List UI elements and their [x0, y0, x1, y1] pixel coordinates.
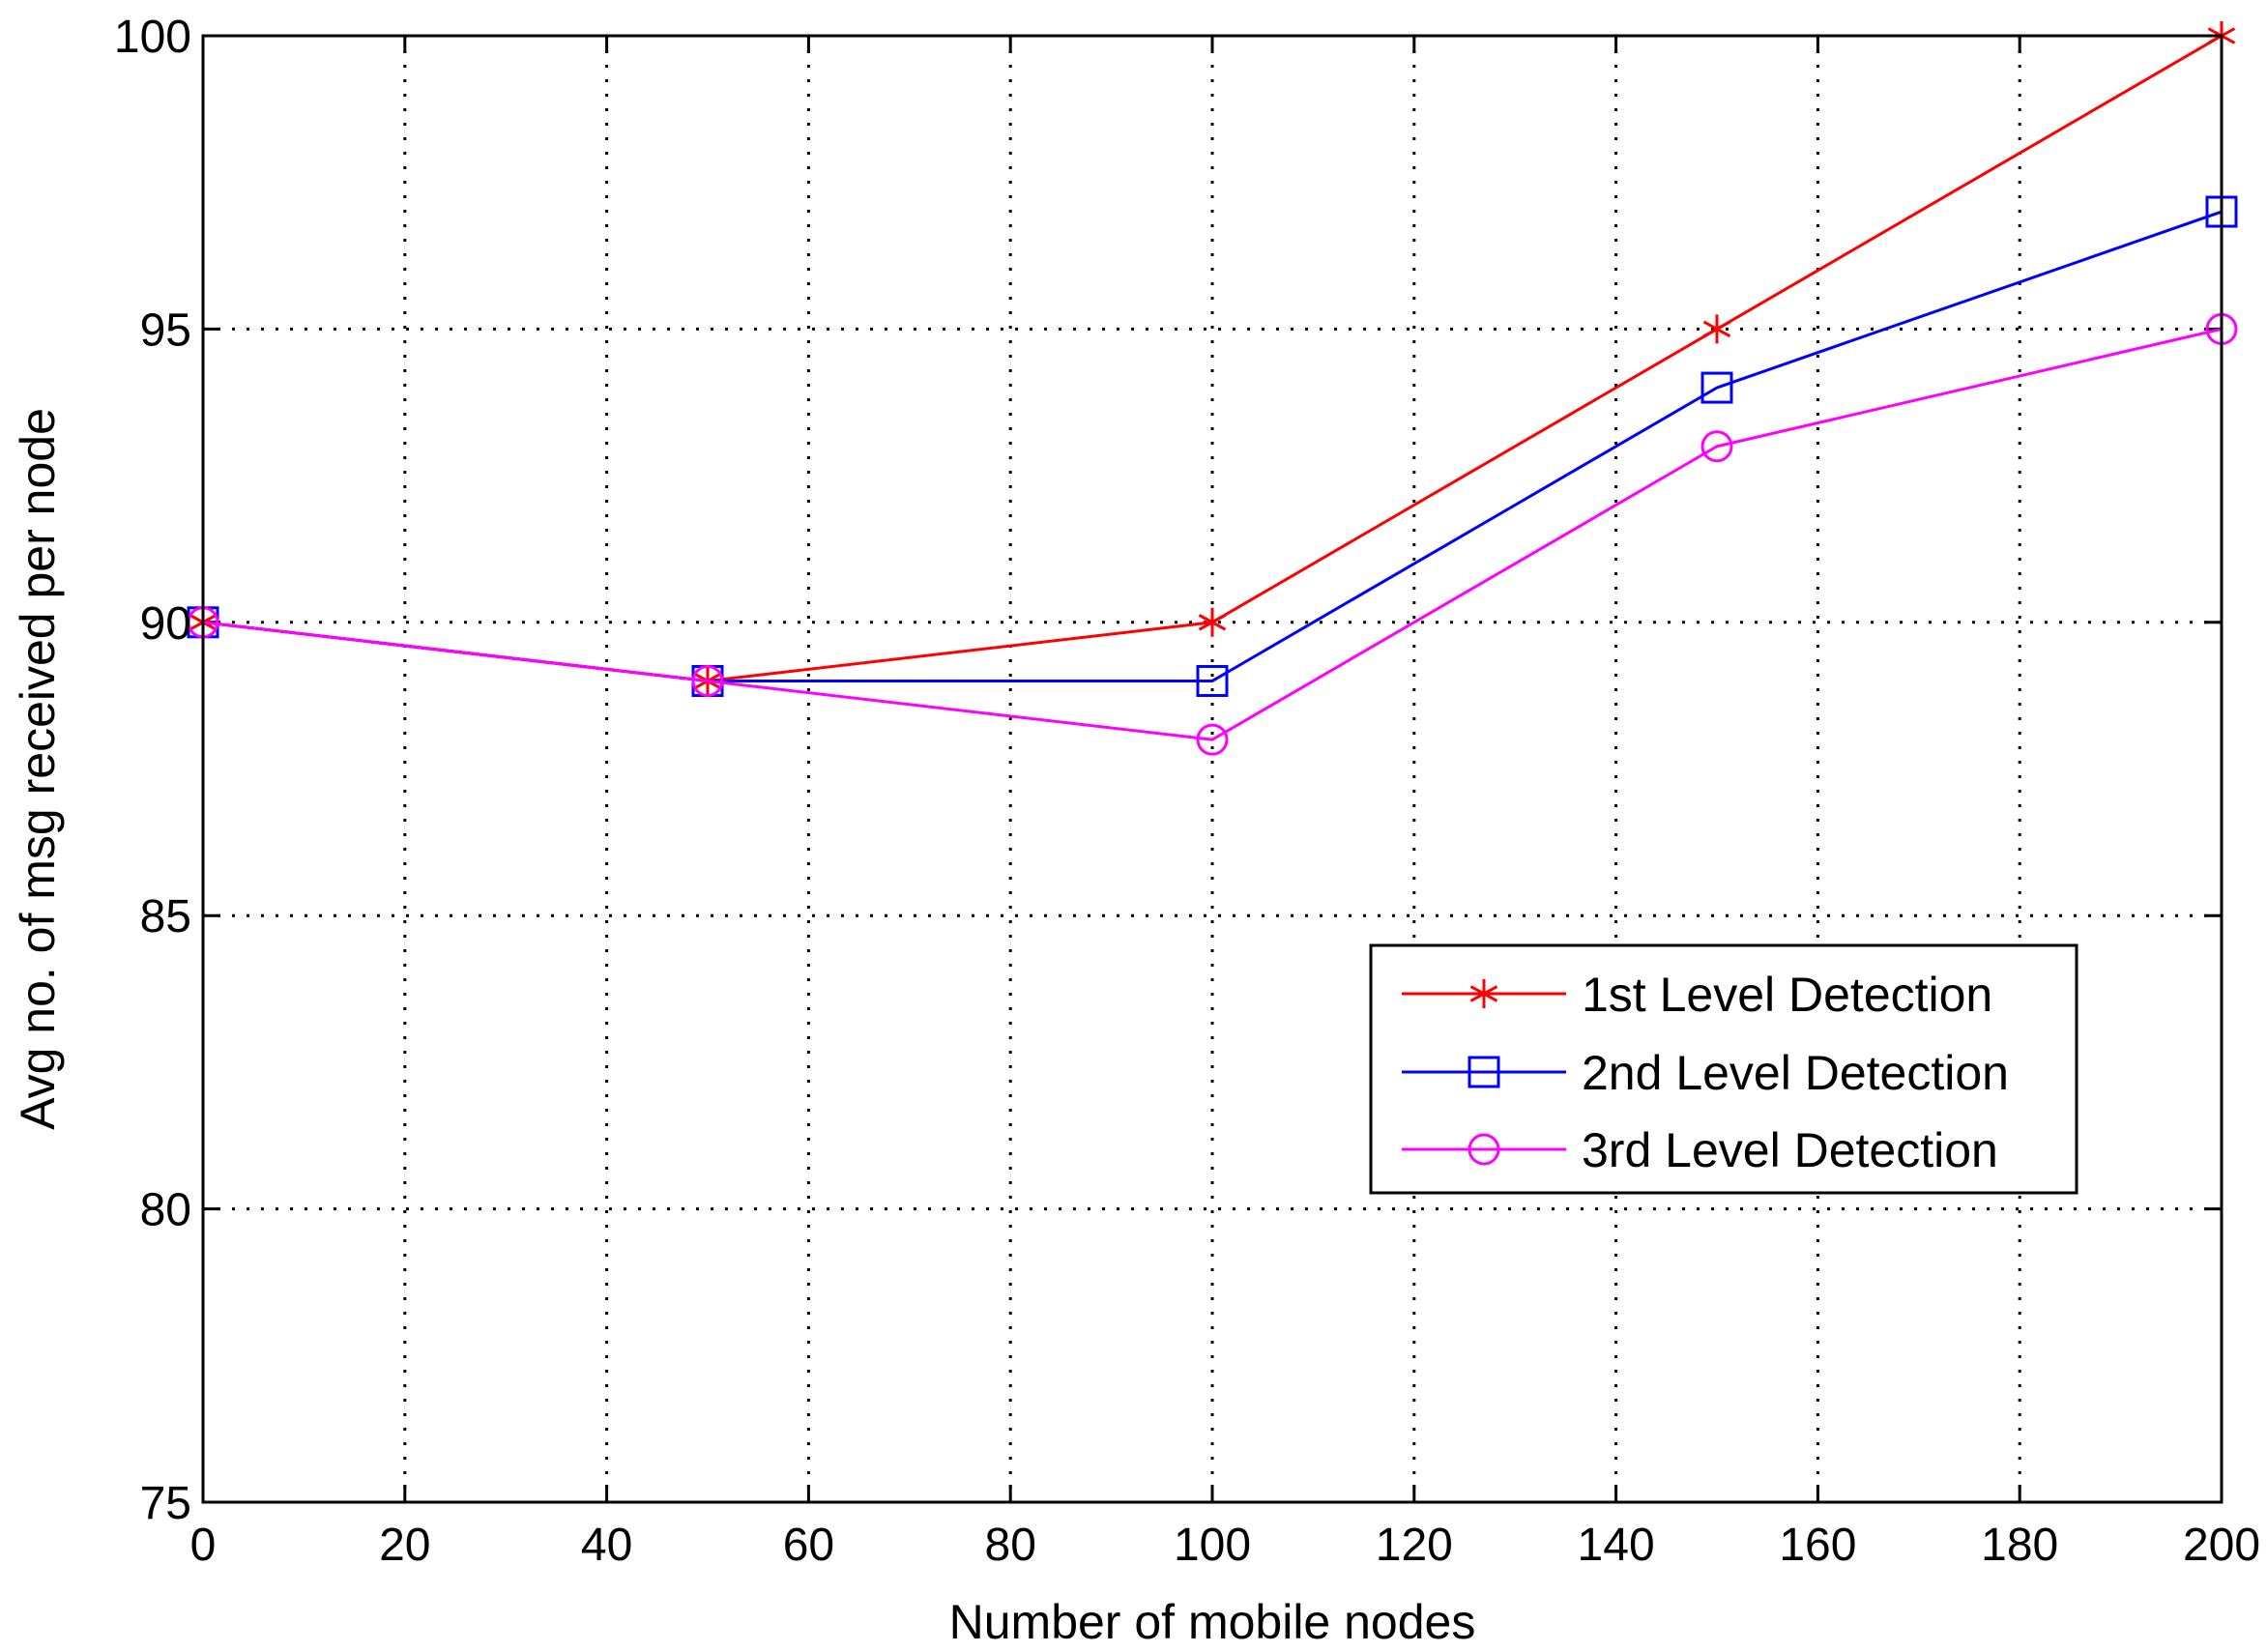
- data-point: [1196, 664, 1229, 697]
- data-point: [1700, 371, 1733, 404]
- asterisk-stroke: [1198, 607, 1227, 637]
- data-point: [1198, 607, 1227, 637]
- legend-marker: [1468, 1056, 1500, 1088]
- data-point: [691, 664, 724, 697]
- plot-frame: [201, 34, 2223, 1504]
- data-point: [1700, 430, 1733, 463]
- series-line: [202, 327, 2223, 741]
- legend-label: 2nd Level Detection: [1582, 1046, 2009, 1100]
- x-tick-label: 0: [190, 1520, 217, 1571]
- x-tick-label: 60: [783, 1520, 834, 1571]
- y-tick-label: 75: [140, 1478, 191, 1529]
- x-tick-label: 80: [985, 1520, 1036, 1571]
- y-tick-label: 80: [140, 1185, 191, 1236]
- legend-box: [1369, 943, 2078, 1195]
- y-tick-label: 90: [140, 598, 191, 650]
- x-tick-label: 40: [581, 1520, 632, 1571]
- tick-labels: 0 20 40 60 80 100 120 140 160 180 200 75 80 85 90 95 100: [114, 12, 2260, 1571]
- x-tick-label: 100: [1174, 1520, 1251, 1571]
- legend-marker: [1468, 1133, 1500, 1166]
- legend-item: 1st Level Detection: [1402, 968, 1992, 1022]
- x-tick-label: 20: [379, 1520, 430, 1571]
- asterisk-stroke: [1469, 979, 1498, 1008]
- x-axis-label: Number of mobile nodes: [949, 1595, 1476, 1649]
- x-tick-label: 140: [1578, 1520, 1655, 1571]
- legend-marker: [1469, 979, 1498, 1008]
- x-tick-label: 180: [1981, 1520, 2058, 1571]
- x-tick-label: 120: [1376, 1520, 1453, 1571]
- x-tick-label: 160: [1779, 1520, 1856, 1571]
- data-point: [1702, 314, 1731, 344]
- legend-item: 3rd Level Detection: [1402, 1123, 1998, 1177]
- x-tick-label: 200: [2183, 1520, 2260, 1571]
- y-axis-label: Avg no. of msg received per node: [11, 408, 65, 1130]
- y-tick-label: 85: [140, 891, 191, 942]
- legend-item: 2nd Level Detection: [1402, 1046, 2009, 1100]
- asterisk-stroke: [1702, 314, 1731, 344]
- legend-label: 3rd Level Detection: [1582, 1123, 1998, 1177]
- legend: 1st Level Detection 2nd Level Detection 3r…: [1369, 943, 2078, 1195]
- y-tick-label: 95: [140, 304, 191, 356]
- series-3: [187, 312, 2238, 756]
- y-tick-label: 100: [114, 12, 191, 63]
- legend-label: 1st Level Detection: [1582, 968, 1992, 1022]
- data-point: [1196, 723, 1229, 756]
